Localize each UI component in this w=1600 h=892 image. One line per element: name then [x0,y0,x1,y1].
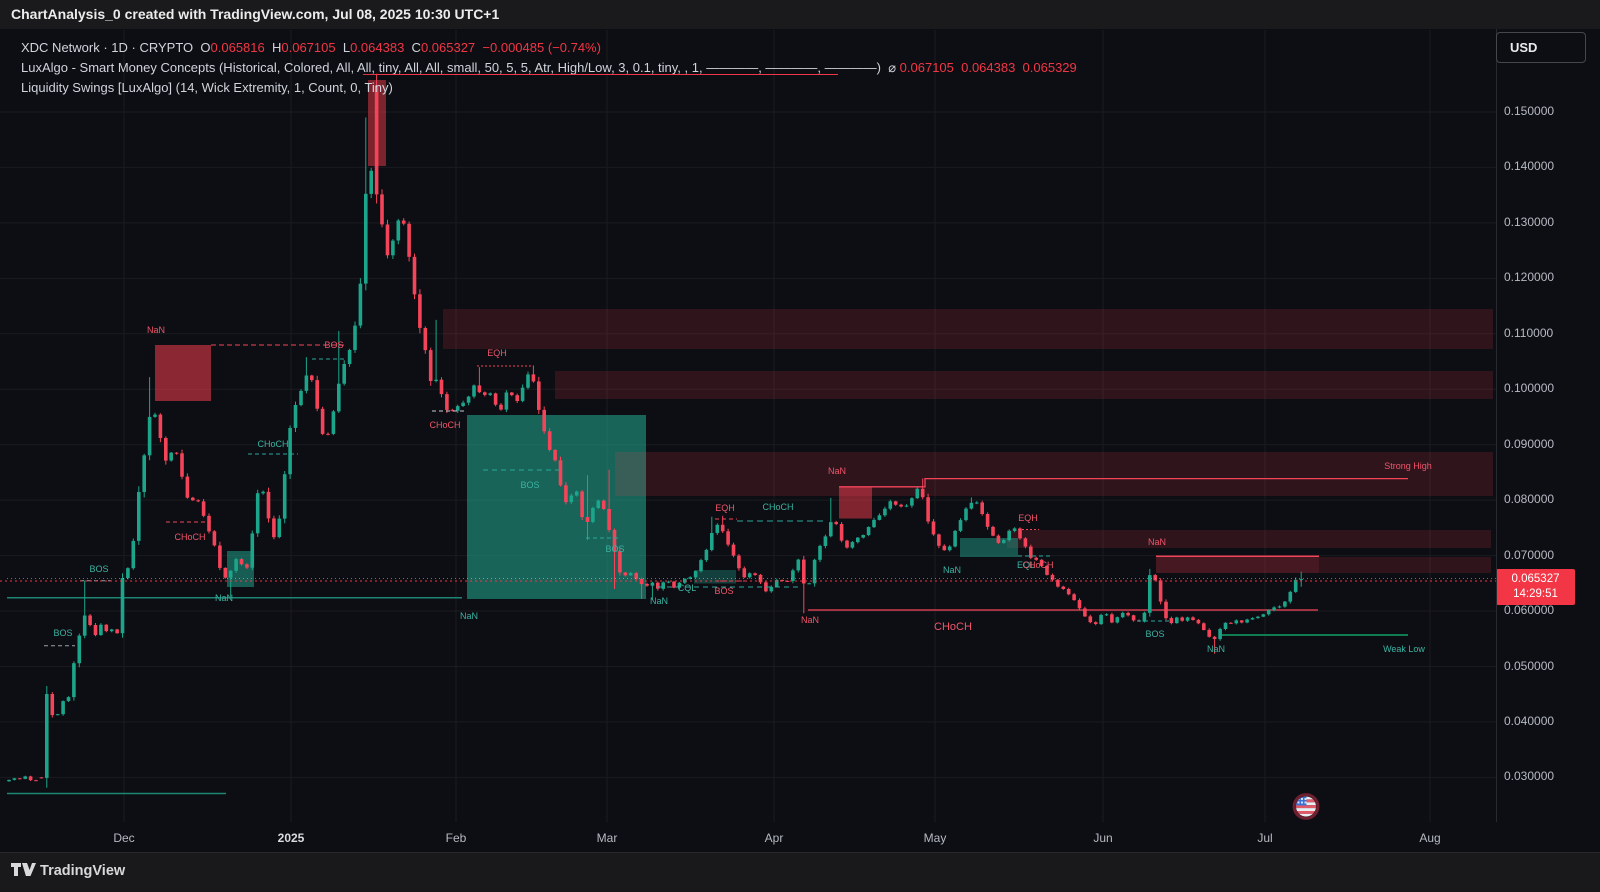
svg-text:Weak Low: Weak Low [1383,644,1425,654]
svg-text:EQH: EQH [487,348,507,358]
svg-text:CHoCH: CHoCH [1022,560,1053,570]
svg-text:NaN: NaN [650,596,668,606]
svg-text:BOS: BOS [605,544,624,554]
svg-text:CHoCH: CHoCH [429,420,460,430]
svg-text:NaN: NaN [1207,644,1225,654]
svg-text:BOS: BOS [1145,629,1164,639]
svg-text:NaN: NaN [460,611,478,621]
svg-text:Strong High: Strong High [1384,461,1432,471]
svg-text:EQL: EQL [1017,560,1035,570]
svg-text:NaN: NaN [215,593,233,603]
svg-text:NaN: NaN [943,565,961,575]
svg-text:CHoCH: CHoCH [762,502,793,512]
svg-text:BOS: BOS [53,628,72,638]
svg-text:CHoCH: CHoCH [257,439,288,449]
svg-text:NaN: NaN [147,325,165,335]
svg-text:BOS: BOS [520,480,539,490]
svg-text:CHoCH: CHoCH [174,532,205,542]
svg-text:CQL: CQL [678,583,697,593]
svg-text:CHoCH: CHoCH [934,621,972,633]
svg-text:NaN: NaN [828,466,846,476]
svg-text:BOS: BOS [714,586,733,596]
svg-text:EQH: EQH [715,503,735,513]
svg-text:BOS: BOS [89,564,108,574]
svg-text:NaN: NaN [801,615,819,625]
svg-text:NaN: NaN [1148,537,1166,547]
svg-text:BOS: BOS [324,340,343,350]
svg-text:EQH: EQH [1018,513,1038,523]
